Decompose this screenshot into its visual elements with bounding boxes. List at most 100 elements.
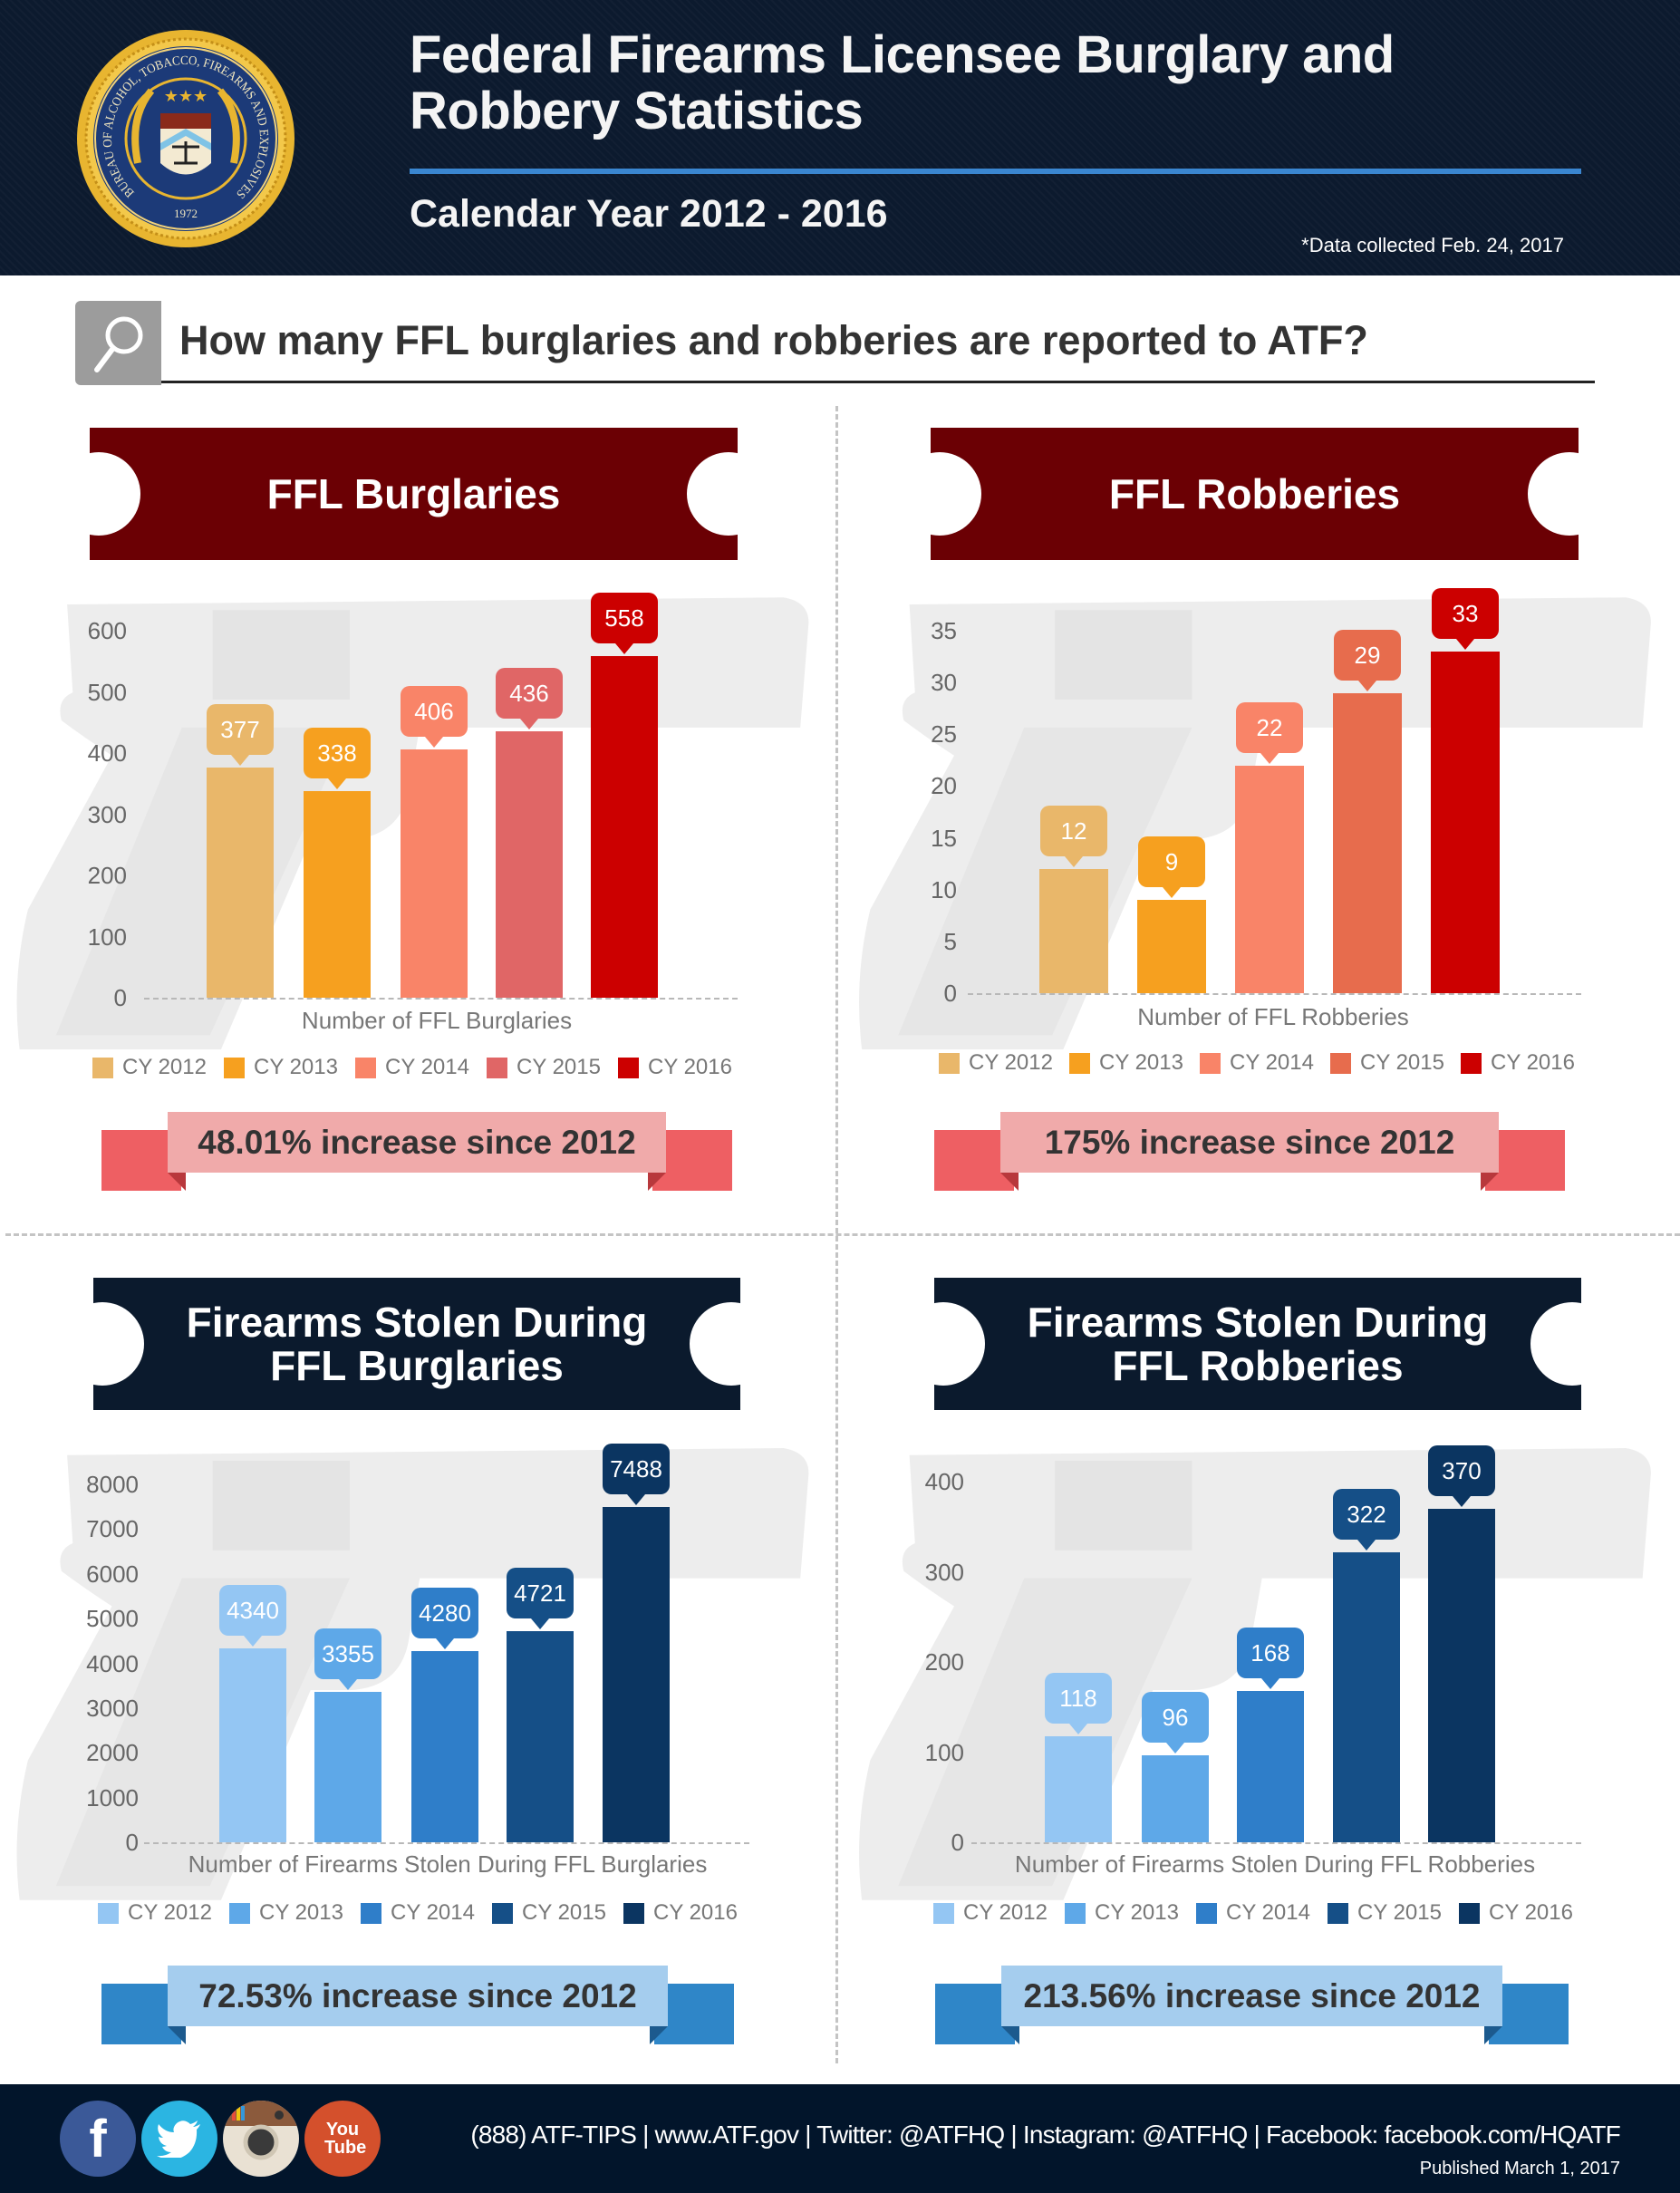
data-label-pointer [627,1494,645,1506]
legend-item: CY 2016 [1459,1900,1573,1926]
y-tick-label: 25 [931,720,957,749]
data-label-value: 29 [1354,641,1381,669]
legend-label: CY 2015 [1357,1900,1442,1925]
chart-title: Firearms Stolen During FFL Burglaries [186,1299,648,1389]
facebook-icon[interactable]: f [60,2101,136,2177]
legend-item: CY 2016 [1461,1050,1575,1076]
data-label-value: 33 [1452,599,1479,627]
legend-label: CY 2014 [391,1900,475,1925]
data-label-value: 9 [1164,848,1179,876]
bar-cy-2012 [207,767,274,998]
legend-swatch [361,1902,381,1924]
svg-text:★★★: ★★★ [164,87,208,105]
atf-seal-logo: BUREAU OF ALCOHOL, TOBACCO, FIREARMS AND… [77,30,294,247]
bar-cy-2015 [496,730,563,998]
legend-swatch [98,1902,119,1924]
legend-label: CY 2013 [254,1055,338,1079]
bar-cy-2016 [603,1507,670,1842]
data-label: 7488 [603,1444,670,1506]
legend-swatch [939,1052,960,1074]
y-tick-label: 20 [931,772,957,800]
bar-cy-2014 [411,1650,478,1842]
data-label-pointer [436,1638,454,1649]
data-label-value: 3355 [322,1640,374,1668]
legend-item: CY 2014 [361,1900,475,1926]
page-title-line-1: Federal Firearms Licensee Burglary and [410,25,1395,84]
annotation-text: 72.53% increase since 2012 [198,1976,637,2014]
data-label-pointer [231,754,249,766]
page-subtitle: Calendar Year 2012 - 2016 [410,192,888,236]
data-label: 168 [1237,1627,1304,1689]
legend-swatch [487,1057,507,1078]
chart-title-banner: Firearms Stolen During FFL Burglaries [93,1278,740,1410]
y-tick-label: 600 [87,617,127,644]
data-label-pointer [1357,1539,1376,1551]
bar-cy-2013 [1142,1755,1209,1842]
y-tick-label: 400 [87,739,127,767]
bar-cy-2016 [1431,651,1500,993]
data-label: 3355 [314,1628,381,1691]
data-label: 338 [304,727,371,789]
legend-label: CY 2013 [1099,1050,1183,1075]
legend-label: CY 2015 [1360,1050,1444,1075]
horizontal-divider [5,1233,1680,1236]
youtube-glyph: You Tube [324,2120,367,2158]
legend-label: CY 2016 [648,1055,732,1079]
legend-swatch [92,1057,113,1078]
search-icon [94,316,143,372]
data-label-value: 406 [414,697,454,725]
y-tick-label: 15 [931,824,957,852]
y-tick-label: 35 [931,617,957,644]
legend-item: CY 2012 [92,1055,207,1080]
y-tick-label: 400 [924,1468,964,1495]
data-label: 377 [207,703,274,766]
legend-label: CY 2016 [1491,1050,1575,1075]
banner-notch-left [931,452,981,536]
twitter-icon[interactable] [141,2101,217,2177]
data-label-value: 322 [1347,1500,1386,1528]
y-tick-label: 100 [924,1738,964,1766]
facebook-glyph: f [89,2109,107,2169]
data-label-value: 12 [1060,816,1087,845]
data-label-pointer [531,1618,549,1629]
y-tick-label: 0 [113,984,127,1011]
legend-item: CY 2014 [1200,1050,1314,1076]
bar-cy-2013 [304,790,371,998]
bar-cy-2013 [314,1692,381,1842]
question-underline [161,381,1595,383]
legend-swatch [623,1902,644,1924]
chart-title: FFL Burglaries [266,470,561,517]
data-label: 29 [1334,629,1401,691]
legend-item: CY 2012 [98,1900,212,1926]
data-label-value: 22 [1256,713,1283,741]
published-date: Published March 1, 2017 [1419,2159,1620,2179]
x-axis-baseline [144,1842,749,1844]
legend-label: CY 2015 [517,1055,601,1079]
data-label-value: 436 [509,679,549,707]
contact-info: (888) ATF-TIPS | www.ATF.gov | Twitter: … [470,2121,1620,2149]
header [0,0,1680,275]
bar-cy-2015 [1333,1551,1400,1842]
y-tick-label: 0 [125,1829,139,1856]
y-tick-label: 7000 [86,1515,139,1543]
legend-swatch [618,1057,639,1078]
x-axis-title: Number of FFL Burglaries [301,1007,573,1034]
y-tick-label: 300 [924,1558,964,1586]
legend-label: CY 2014 [385,1055,469,1079]
y-tick-label: 6000 [86,1560,139,1588]
instagram-icon[interactable] [223,2101,299,2177]
data-label-pointer [1261,1677,1279,1689]
legend-label: CY 2015 [522,1900,606,1925]
ribbon-annotation: 175% increase since 2012 [1000,1112,1499,1173]
youtube-icon[interactable]: You Tube [304,2101,381,2177]
bar-cy-2014 [401,749,468,998]
y-tick-label: 8000 [86,1471,139,1498]
legend-swatch [933,1902,954,1924]
legend-item: CY 2013 [1069,1050,1183,1076]
data-label-pointer [244,1635,262,1647]
legend-label: CY 2012 [128,1900,212,1925]
data-label-pointer [1166,1743,1184,1754]
bar-cy-2016 [1428,1508,1495,1842]
y-tick-label: 200 [87,862,127,889]
x-axis-title: Number of Firearms Stolen During FFL Bur… [188,1850,708,1878]
